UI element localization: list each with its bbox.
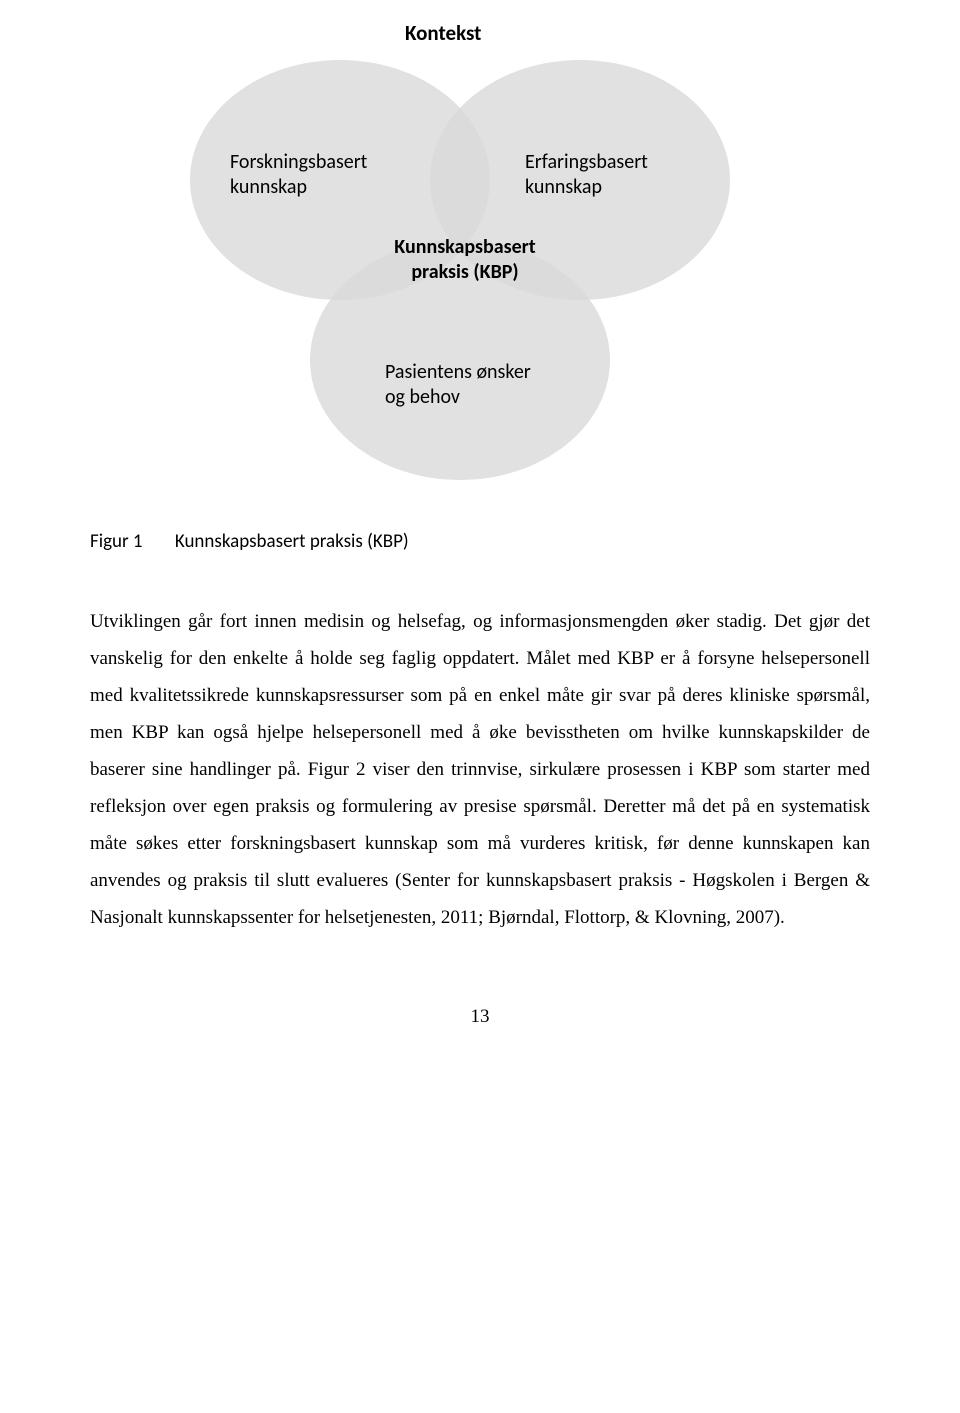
context-title: Kontekst [405,20,481,46]
body-paragraph: Utviklingen går fort innen medisin og he… [90,603,870,936]
figure-caption: Figur 1 Kunnskapsbasert praksis (KBP) [90,530,870,553]
figure-caption-text: Kunnskapsbasert praksis (KBP) [175,530,409,553]
page-number: 13 [90,1006,870,1028]
venn-label-center: Kunnskapsbasertpraksis (KBP) [380,235,550,285]
venn-label-bottom: Pasientens ønskerog behov [385,360,565,410]
venn-label-right: Erfaringsbasertkunnskap [525,150,695,200]
venn-diagram: Kontekst Forskningsbasertkunnskap Erfari… [170,20,790,500]
venn-label-left: Forskningsbasertkunnskap [230,150,400,200]
figure-number: Figur 1 [90,530,143,553]
